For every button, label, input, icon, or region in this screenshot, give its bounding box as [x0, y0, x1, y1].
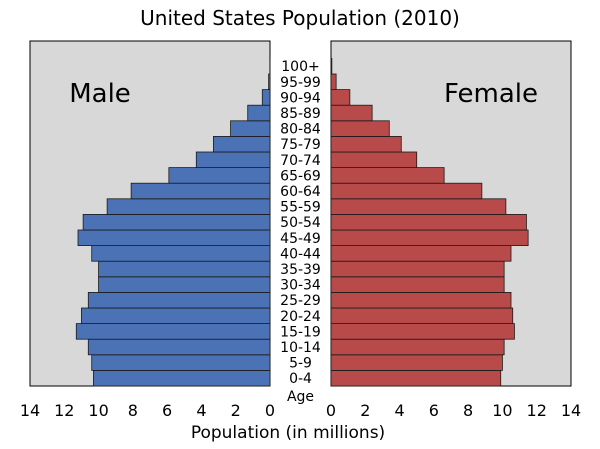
age-label-30-34: 30-34: [280, 278, 321, 294]
male-bar-5-9: [91, 354, 271, 371]
female-bar-20-24: [330, 307, 514, 325]
male-tick-10: 10: [88, 401, 108, 420]
female-bar-25-29: [330, 291, 512, 309]
male-tick-0: 0: [265, 401, 275, 420]
female-series-label: Female: [444, 79, 538, 109]
female-tick-10: 10: [492, 401, 512, 420]
male-bar-70-74: [195, 151, 271, 169]
female-tick-8: 8: [463, 401, 473, 420]
female-bar-5-9: [330, 354, 503, 371]
age-label-75-79: 75-79: [280, 137, 321, 153]
age-label-100+: 100+: [281, 59, 319, 75]
x-axis-label: Population (in millions): [191, 423, 385, 443]
male-bar-25-29: [87, 291, 271, 309]
female-bar-90-94: [330, 89, 351, 106]
male-axis-ticks: 0 2 4 6 8 10 12 14: [20, 401, 275, 420]
male-bar-55-59: [106, 198, 271, 215]
male-bar-20-24: [81, 307, 271, 325]
male-bar-40-44: [91, 245, 271, 262]
age-label-55-59: 55-59: [280, 200, 321, 216]
female-bar-30-34: [330, 276, 505, 293]
male-tick-4: 4: [196, 401, 206, 420]
female-bar-55-59: [330, 198, 507, 215]
female-bar-0-4: [330, 369, 502, 387]
male-bar-85-89: [247, 104, 271, 122]
male-bar-30-34: [98, 276, 271, 293]
male-tick-2: 2: [231, 401, 241, 420]
age-label-45-49: 45-49: [280, 231, 321, 247]
female-bar-85-89: [330, 104, 373, 122]
female-bar-15-19: [330, 323, 515, 340]
male-tick-14: 14: [20, 401, 40, 420]
male-bar-60-64: [130, 182, 271, 200]
female-bar-100+: [330, 58, 333, 75]
age-label-25-29: 25-29: [280, 293, 321, 309]
male-bar-45-49: [77, 229, 271, 247]
female-bar-65-69: [330, 167, 445, 184]
female-bar-60-64: [330, 182, 483, 200]
male-bar-75-79: [213, 135, 271, 153]
age-label-10-14: 10-14: [280, 340, 321, 356]
female-tick-0: 0: [326, 401, 336, 420]
male-bar-95-99: [268, 73, 271, 91]
age-labels: 0-45-910-1415-1920-2425-2930-3435-3940-4…: [280, 59, 321, 387]
age-label-0-4: 0-4: [289, 371, 312, 387]
male-series-label: Male: [69, 79, 131, 109]
age-label-90-94: 90-94: [280, 90, 321, 106]
age-label-40-44: 40-44: [280, 246, 321, 262]
female-bar-40-44: [330, 245, 512, 262]
female-bar-95-99: [330, 73, 337, 91]
age-label-5-9: 5-9: [289, 356, 312, 372]
age-label-50-54: 50-54: [280, 215, 321, 231]
age-label-20-24: 20-24: [280, 309, 321, 325]
male-tick-12: 12: [54, 401, 74, 420]
male-tick-8: 8: [128, 401, 138, 420]
female-bar-10-14: [330, 338, 505, 356]
age-axis-label: Age: [287, 389, 314, 405]
male-bar-90-94: [261, 89, 271, 106]
male-bar-0-4: [93, 369, 271, 387]
age-label-65-69: 65-69: [280, 168, 321, 184]
female-bar-50-54: [330, 213, 527, 231]
age-label-80-84: 80-84: [280, 122, 321, 138]
female-bars: [330, 58, 529, 387]
age-label-60-64: 60-64: [280, 184, 321, 200]
male-tick-6: 6: [162, 401, 172, 420]
age-label-85-89: 85-89: [280, 106, 321, 122]
male-bar-10-14: [87, 338, 271, 356]
female-bar-75-79: [330, 135, 402, 153]
female-bar-70-74: [330, 151, 418, 169]
male-bars: [75, 58, 271, 387]
female-tick-14: 14: [561, 401, 581, 420]
male-bar-80-84: [230, 120, 271, 137]
female-tick-12: 12: [527, 401, 547, 420]
male-bar-35-39: [98, 260, 271, 278]
female-bar-35-39: [330, 260, 505, 278]
male-bar-50-54: [82, 213, 271, 231]
female-axis-ticks: 0 2 4 6 8 10 12 14: [326, 401, 581, 420]
female-tick-2: 2: [360, 401, 370, 420]
age-label-15-19: 15-19: [280, 324, 321, 340]
chart-title: United States Population (2010): [140, 6, 460, 30]
female-tick-6: 6: [429, 401, 439, 420]
female-bar-45-49: [330, 229, 529, 247]
female-tick-4: 4: [394, 401, 404, 420]
male-bar-15-19: [75, 323, 271, 340]
male-bar-65-69: [168, 167, 271, 184]
age-label-95-99: 95-99: [280, 75, 321, 91]
age-label-35-39: 35-39: [280, 262, 321, 278]
female-bar-80-84: [330, 120, 390, 137]
age-label-70-74: 70-74: [280, 153, 321, 169]
